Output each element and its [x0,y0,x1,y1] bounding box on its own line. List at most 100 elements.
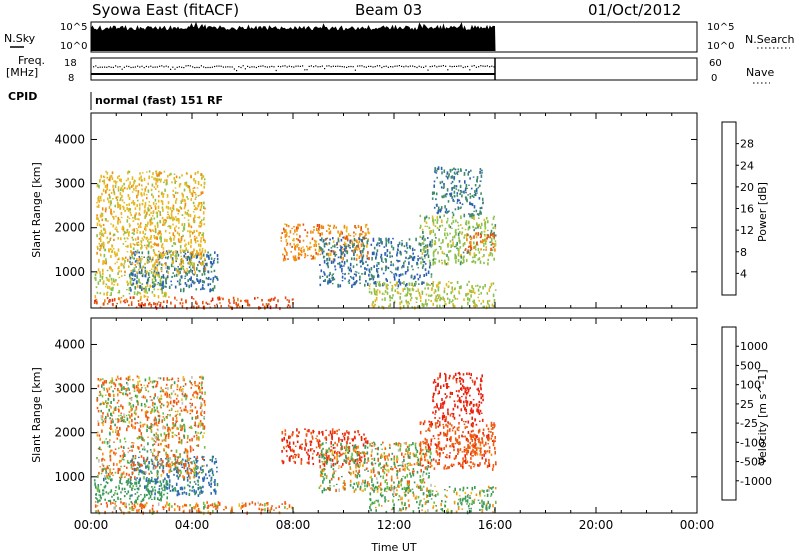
scatter-cell [98,184,100,189]
scatter-cell [308,246,311,251]
nave-dot [119,66,121,68]
scatter-cell [348,462,350,466]
scatter-cell [168,249,170,253]
scatter-cell [125,390,127,392]
scatter-cell [119,426,121,431]
scatter-cell [421,282,423,285]
scatter-cell [98,220,100,223]
scatter-cell [109,266,111,270]
scatter-cell [461,233,463,235]
scatter-cell [96,489,99,492]
scatter-cell [167,427,170,431]
scatter-cell [213,502,216,506]
scatter-cell [406,246,409,249]
scatter-cell [138,391,140,394]
scatter-cell [352,265,355,269]
scatter-cell [261,504,264,506]
scatter-cell [411,282,413,286]
scatter-cell [437,209,440,213]
scatter-cell [352,246,354,248]
scatter-cell [281,430,284,435]
scatter-cell [131,191,134,193]
scatter-cell [146,494,148,496]
scatter-cell [156,173,158,177]
scatter-cell [120,270,123,273]
scatter-cell [166,415,168,419]
scatter-cell [154,188,157,190]
scatter-cell [453,294,456,298]
scatter-cell [146,416,149,419]
scatter-cell [109,491,112,493]
scatter-cell [293,243,295,246]
nave-dot [374,66,376,68]
scatter-cell [472,290,475,292]
scatter-cell [104,484,107,488]
scatter-cell [317,441,320,445]
scatter-cell [195,288,198,291]
scatter-cell [117,258,119,261]
scatter-cell [182,388,184,391]
scatter-cell [178,222,180,224]
scatter-cell [146,450,149,453]
scatter-cell [173,454,176,457]
nave-dot [165,65,167,67]
scatter-cell [162,194,164,198]
scatter-cell [175,417,178,420]
scatter-cell [186,469,189,473]
scatter-cell [105,207,107,211]
scatter-cell [180,275,182,278]
scatter-cell [327,262,329,265]
scatter-cell [153,288,156,291]
scatter-cell [425,254,428,256]
scatter-cell [165,280,167,284]
scatter-cell [167,455,170,459]
nave-dot [159,65,161,67]
nave-dot [456,65,458,67]
scatter-cell [333,278,336,281]
scatter-cell [286,244,288,246]
scatter-cell [149,270,151,272]
scatter-cell [166,194,169,198]
scatter-cell [316,224,319,228]
scatter-cell [327,224,330,226]
scatter-cell [177,410,179,413]
nave-dot [282,65,284,67]
scatter-cell [142,395,145,399]
scatter-cell [146,456,149,459]
scatter-cell [124,454,126,457]
scatter-cell [355,273,357,277]
scatter-cell [94,295,97,299]
scatter-cell [494,224,497,227]
scatter-cell [166,462,168,465]
scatter-cell [146,418,149,421]
scatter-cell [167,225,169,228]
scatter-cell [138,257,141,261]
scatter-cell [175,273,178,277]
scatter-cell [360,229,362,232]
scatter-cell [160,494,163,497]
scatter-cell [140,192,143,196]
nave-dot [253,66,255,68]
scatter-cell [305,235,308,238]
scatter-cell [476,304,478,307]
scatter-cell [144,485,146,489]
scatter-cell [131,254,133,256]
scatter-cell [473,252,476,256]
scatter-cell [394,289,397,292]
scatter-cell [439,299,441,302]
scatter-cell [165,292,167,296]
scatter-cell [164,504,167,508]
scatter-cell [153,455,156,457]
scatter-cell [432,229,435,233]
scatter-cell [434,298,437,302]
scatter-cell [155,178,157,182]
scatter-cell [293,225,295,228]
scatter-cell [431,240,434,244]
scatter-cell [416,262,419,266]
scatter-cell [146,477,148,479]
scatter-cell [123,465,126,467]
scatter-cell [130,445,133,448]
scatter-cell [126,229,128,233]
scatter-cell [127,237,129,240]
scatter-cell [429,244,431,247]
